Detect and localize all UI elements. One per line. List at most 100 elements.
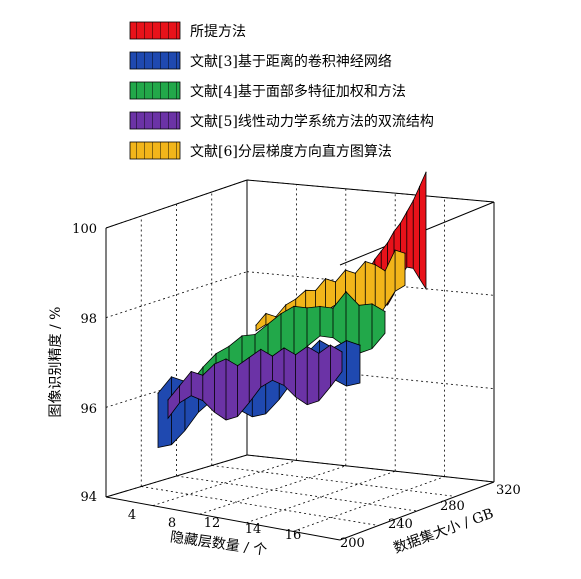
data-point <box>384 310 386 313</box>
data-point <box>213 363 215 365</box>
data-point <box>283 347 285 349</box>
data-point <box>255 324 257 326</box>
grid-line <box>199 465 346 515</box>
data-point <box>260 348 262 350</box>
data-point <box>225 358 227 360</box>
data-point <box>318 352 320 354</box>
data-point <box>241 335 243 337</box>
data-point <box>345 291 347 293</box>
z-tick-label: 100 <box>72 222 97 237</box>
legend-label-ref5: 文献[5]线性动力学系统方法的双流结构 <box>190 114 434 130</box>
data-point <box>280 313 282 315</box>
data-point <box>295 298 297 300</box>
data-point <box>341 351 343 353</box>
data-point <box>275 316 277 318</box>
data-point <box>344 269 346 271</box>
data-point <box>305 289 307 291</box>
grid-line <box>246 470 396 524</box>
grid-line <box>293 476 445 532</box>
data-point <box>202 366 204 368</box>
grid-line <box>246 271 495 296</box>
data-point <box>371 303 373 305</box>
x-tick-label: 4 <box>128 508 136 523</box>
data-point <box>359 344 361 346</box>
data-point <box>306 345 308 348</box>
data-point <box>190 370 192 373</box>
data-point <box>179 385 181 387</box>
data-point <box>419 185 421 188</box>
data-point <box>387 242 389 244</box>
grid-line <box>211 465 456 497</box>
data-point <box>265 312 267 315</box>
data-point <box>374 264 376 266</box>
data-point <box>237 365 239 367</box>
y-tick-label: 280 <box>440 499 465 514</box>
data-point <box>157 392 159 394</box>
data-point <box>271 355 273 357</box>
legend-item-ref6: 文献[6]分层梯度方向直方图算法 <box>129 141 392 160</box>
data-point <box>285 304 287 306</box>
data-point <box>394 249 396 251</box>
x-tick-label: 14 <box>245 522 262 537</box>
y-tick-label: 240 <box>388 517 413 532</box>
legend-label-ref4: 文献[4]基于面部多特征加权和方法 <box>190 83 406 100</box>
data-point <box>364 260 366 263</box>
legend-item-ref5: 文献[5]线性动力学系统方法的双流结构 <box>129 111 434 130</box>
data-point <box>324 278 327 280</box>
legend-label-proposed: 所提方法 <box>190 24 246 40</box>
z-tick-label: 96 <box>80 402 97 417</box>
series-surface <box>167 344 343 421</box>
data-point <box>354 272 356 274</box>
y-axis-ticks: 200 240 280 320 <box>340 483 521 551</box>
data-point <box>334 281 337 283</box>
grid-line <box>246 179 495 203</box>
data-point <box>412 200 414 202</box>
data-point <box>319 305 321 308</box>
data-point <box>254 333 256 336</box>
x-tick-label: 12 <box>204 516 221 531</box>
grid-line <box>152 460 297 506</box>
legend-item-ref4: 文献[4]基于面部多特征加权和方法 <box>129 81 406 100</box>
data-point <box>384 270 386 272</box>
data-point <box>399 222 401 224</box>
legend: 所提方法 文献[3]基于距离的卷积神经网络 文献[4]基于面部多特征加权和方法 … <box>129 21 434 160</box>
grid-line <box>246 454 495 483</box>
data-point <box>345 339 348 342</box>
data-point <box>293 305 295 307</box>
data-point <box>329 344 331 346</box>
data-point <box>374 258 376 260</box>
z-tick-label: 94 <box>80 490 97 505</box>
axis-edge <box>339 481 495 541</box>
data-point <box>332 307 334 309</box>
z-axis-ticks: 100 98 96 94 <box>72 222 97 505</box>
data-point <box>406 211 408 213</box>
y-tick-label: 320 <box>496 483 521 498</box>
data-point <box>228 345 230 347</box>
data-point <box>167 399 169 401</box>
legend-label-ref6: 文献[6]分层梯度方向直方图算法 <box>190 143 392 160</box>
x-tick-label: 16 <box>285 528 302 543</box>
data-point <box>315 289 317 292</box>
x-tick-label: 8 <box>168 516 176 531</box>
legend-label-ref3: 文献[3]基于距离的卷积神经网络 <box>190 53 392 70</box>
legend-item-ref3: 文献[3]基于距离的卷积神经网络 <box>129 51 392 70</box>
grid-line <box>141 486 379 526</box>
y-tick-label: 200 <box>340 536 365 551</box>
legend-item-proposed: 所提方法 <box>129 21 246 40</box>
data-point <box>202 374 204 376</box>
data-point <box>170 376 173 378</box>
series-3 <box>167 344 343 421</box>
data-point <box>358 304 360 306</box>
data-point <box>380 250 382 252</box>
data-point <box>306 307 308 309</box>
data-point <box>248 356 250 359</box>
z-tick-label: 98 <box>80 312 97 327</box>
data-point <box>393 230 395 233</box>
data-point <box>215 353 217 355</box>
series-layer <box>157 171 427 448</box>
data-point <box>267 323 269 325</box>
data-point <box>319 339 321 341</box>
data-point <box>404 252 406 254</box>
data-point <box>295 354 297 356</box>
